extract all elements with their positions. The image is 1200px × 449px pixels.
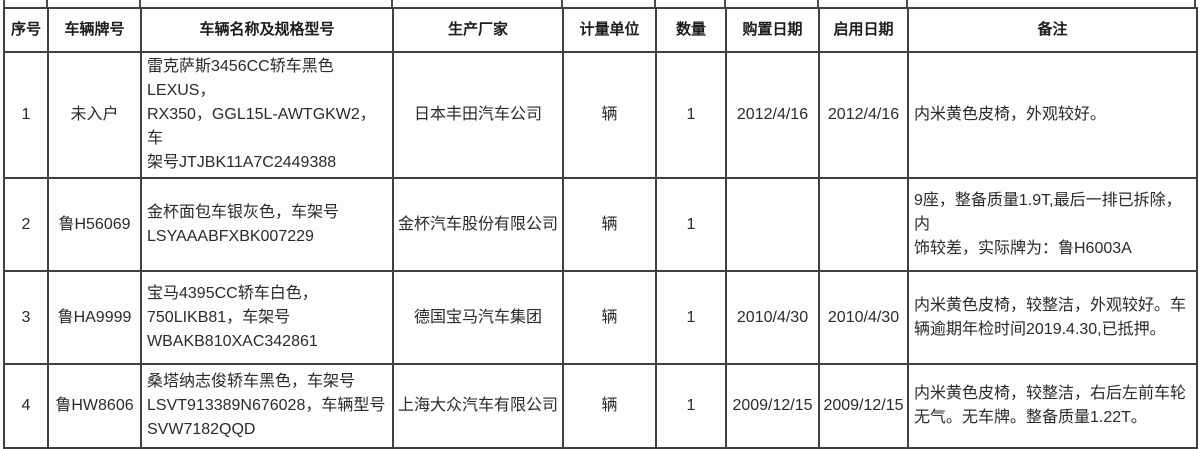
cell-remark: 内米黄色皮椅，较整洁，外观较好。车 辆逾期年检时间2019.4.30,已抵押。: [907, 270, 1198, 365]
cell-name: 宝马4395CC轿车白色， 750LIKB81，车架号 WBAKB810XAC3…: [140, 270, 394, 365]
cell-qty: 1: [655, 270, 727, 365]
col-header-unit: 计量单位: [562, 7, 657, 53]
col-header-remark: 备注: [907, 7, 1198, 53]
col-header-qty: 数量: [655, 7, 727, 53]
gridline-stub: [46, 0, 48, 7]
vehicle-table: 序号 车辆牌号 车辆名称及规格型号 生产厂家 计量单位 数量 购置日期 启用日期…: [3, 7, 1198, 449]
gridline-stub: [724, 0, 726, 7]
cell-unit: 辆: [562, 363, 657, 449]
cell-remark: 9座，整备质量1.9T,最后一排已拆除，内 饰较差，实际牌为：鲁H6003A: [907, 177, 1198, 272]
cell-qty: 1: [655, 51, 727, 179]
header-row: 序号 车辆牌号 车辆名称及规格型号 生产厂家 计量单位 数量 购置日期 启用日期…: [3, 7, 1198, 53]
col-header-manufacturer: 生产厂家: [392, 7, 564, 53]
table-row: 4 鲁HW8606 桑塔纳志俊轿车黑色，车架号 LSVT913389N67602…: [3, 363, 1198, 449]
cell-plate: 鲁HA9999: [47, 270, 142, 365]
cell-start-date: 2012/4/16: [818, 51, 909, 179]
gridline-stub: [391, 0, 393, 7]
cell-qty: 1: [655, 363, 727, 449]
cell-purchase-date: 2010/4/30: [725, 270, 820, 365]
col-header-plate: 车辆牌号: [47, 7, 142, 53]
col-header-start-date: 启用日期: [818, 7, 909, 53]
cell-start-date: 2009/12/15: [818, 363, 909, 449]
cell-remark: 内米黄色皮椅，较整洁，右后左前车轮 无气。无车牌。整备质量1.22T。: [907, 363, 1198, 449]
cell-index: 4: [3, 363, 49, 449]
cell-plate: 鲁HW8606: [47, 363, 142, 449]
cell-unit: 辆: [562, 177, 657, 272]
cell-qty: 1: [655, 177, 727, 272]
cell-start-date: 2010/4/30: [818, 270, 909, 365]
cell-plate: 鲁H56069: [47, 177, 142, 272]
cell-name: 桑塔纳志俊轿车黑色，车架号 LSVT913389N676028，车辆型号 SVW…: [140, 363, 394, 449]
cell-index: 1: [3, 51, 49, 179]
gridline-stub: [561, 0, 563, 7]
cell-name: 金杯面包车银灰色，车架号 LSYAAABFXBK007229: [140, 177, 394, 272]
cell-remark: 内米黄色皮椅，外观较好。: [907, 51, 1198, 179]
cell-index: 2: [3, 177, 49, 272]
col-header-purchase-date: 购置日期: [725, 7, 820, 53]
gridline-stub: [906, 0, 908, 7]
cell-plate: 未入户: [47, 51, 142, 179]
cell-unit: 辆: [562, 51, 657, 179]
spreadsheet-screenshot: { "table": { "columns": [ {"label": "序号"…: [3, 0, 1198, 449]
col-header-index: 序号: [3, 7, 49, 53]
cell-purchase-date: 2009/12/15: [725, 363, 820, 449]
cell-manufacturer: 日本丰田汽车公司: [392, 51, 564, 179]
gridline-stub: [817, 0, 819, 7]
table-row: 3 鲁HA9999 宝马4395CC轿车白色， 750LIKB81，车架号 WB…: [3, 270, 1198, 365]
gridline-stub: [654, 0, 656, 7]
table-row: 2 鲁H56069 金杯面包车银灰色，车架号 LSYAAABFXBK007229…: [3, 177, 1198, 272]
cell-manufacturer: 金杯汽车股份有限公司: [392, 177, 564, 272]
table-row: 1 未入户 雷克萨斯3456CC轿车黑色LEXUS， RX350，GGL15L-…: [3, 51, 1198, 179]
col-header-name: 车辆名称及规格型号: [140, 7, 394, 53]
cell-purchase-date: [725, 177, 820, 272]
gridline-stub: [1194, 0, 1196, 7]
cell-unit: 辆: [562, 270, 657, 365]
gridline-stub: [139, 0, 141, 7]
vehicle-table-sheet: 序号 车辆牌号 车辆名称及规格型号 生产厂家 计量单位 数量 购置日期 启用日期…: [3, 7, 1198, 449]
gridline-stub: [3, 0, 5, 7]
cell-start-date: [818, 177, 909, 272]
cell-index: 3: [3, 270, 49, 365]
cell-manufacturer: 上海大众汽车有限公司: [392, 363, 564, 449]
cell-name: 雷克萨斯3456CC轿车黑色LEXUS， RX350，GGL15L-AWTGKW…: [140, 51, 394, 179]
cell-purchase-date: 2012/4/16: [725, 51, 820, 179]
cell-manufacturer: 德国宝马汽车集团: [392, 270, 564, 365]
